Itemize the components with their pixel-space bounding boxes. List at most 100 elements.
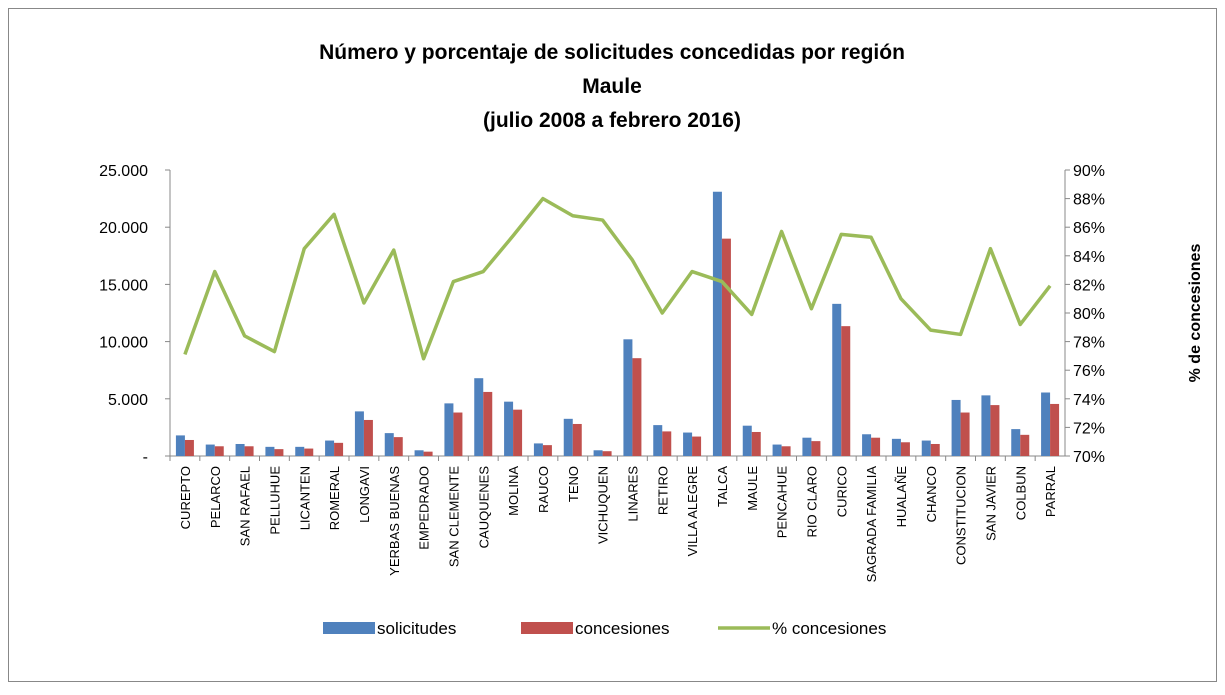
y-tick-label: 25.000 [99, 163, 148, 180]
bar [712, 191, 722, 456]
bar [683, 432, 693, 456]
x-tick-label: HUALAÑE [894, 466, 909, 528]
y-tick-label: 5.000 [108, 392, 148, 409]
bar [214, 446, 224, 456]
bar [295, 446, 305, 456]
legend-label: % concesiones [772, 619, 886, 638]
bar [921, 440, 931, 456]
x-tick-label: SAN JAVIER [983, 466, 998, 541]
bar [244, 446, 254, 456]
bar [891, 438, 901, 456]
bar [593, 450, 603, 456]
bar [444, 403, 454, 456]
bar [274, 449, 284, 456]
x-tick-label: CONSTITUCION [954, 466, 969, 565]
legend-swatch [521, 622, 573, 634]
x-tick-label: VICHUQUEN [596, 466, 611, 544]
bar [862, 434, 872, 456]
bar [175, 435, 185, 456]
bar [354, 411, 364, 456]
bar [414, 450, 424, 456]
bar [563, 418, 573, 456]
bar [184, 439, 194, 456]
bar [721, 238, 731, 456]
y-tick-label: - [143, 449, 148, 466]
bar [632, 358, 642, 456]
y2-tick-label: 88% [1073, 192, 1105, 209]
y-tick-label: 10.000 [99, 335, 148, 352]
line [183, 196, 1052, 361]
y2-tick-label: 90% [1073, 163, 1105, 180]
x-tick-label: LINARES [625, 466, 640, 522]
bar [832, 303, 842, 456]
bar [572, 423, 582, 456]
bar [623, 339, 633, 456]
x-tick-label: LONGAVI [357, 466, 372, 523]
bar [951, 399, 961, 456]
y2-axis-label: % de concesiones [1187, 244, 1204, 383]
bar [1011, 429, 1021, 456]
bar [692, 436, 702, 456]
x-tick-label: EMPEDRADO [417, 466, 432, 550]
bar [453, 412, 463, 456]
bar [423, 451, 433, 456]
bar [662, 431, 672, 456]
x-tick-label: TALCA [715, 466, 730, 507]
bar [542, 445, 552, 456]
y2-tick-label: 82% [1073, 277, 1105, 294]
bar [235, 443, 245, 456]
bar [802, 437, 812, 456]
bar [533, 443, 543, 456]
x-tick-label: RIO CLARO [804, 466, 819, 538]
x-tick-label: LICANTEN [297, 466, 312, 530]
chart-title: Maule [582, 75, 642, 98]
x-tick-label: CUREPTO [178, 466, 193, 529]
x-tick-label: SAN CLEMENTE [446, 466, 461, 567]
x-tick-label: PARRAL [1043, 466, 1058, 517]
y2-tick-label: 72% [1073, 420, 1105, 437]
y2-tick-label: 70% [1073, 449, 1105, 466]
y-tick-label: 20.000 [99, 220, 148, 237]
x-tick-label: CURICO [834, 466, 849, 517]
x-tick-label: CHANCO [924, 466, 939, 522]
bar [1041, 392, 1051, 456]
x-tick-label: PELARCO [208, 466, 223, 528]
x-tick-label: ROMERAL [327, 466, 342, 530]
bar [325, 440, 335, 456]
bar [781, 446, 791, 456]
chart-title: Número y porcentaje de solicitudes conce… [319, 41, 905, 64]
y2-tick-label: 76% [1073, 363, 1105, 380]
bar [871, 437, 881, 456]
bar [265, 446, 275, 456]
bar [841, 326, 851, 456]
bar [363, 419, 373, 456]
bar [811, 441, 821, 456]
bar [393, 437, 403, 456]
x-tick-label: VILLA ALEGRE [685, 466, 700, 557]
bar [900, 442, 910, 456]
y2-tick-label: 84% [1073, 249, 1105, 266]
legend-label: concesiones [575, 619, 670, 638]
bar [474, 378, 484, 456]
bar [930, 443, 940, 456]
bar [981, 395, 991, 456]
x-tick-label: YERBAS BUENAS [387, 466, 402, 576]
chart-title: (julio 2008 a febrero 2016) [483, 109, 741, 132]
legend-swatch [323, 622, 375, 634]
x-tick-label: SAN RAFAEL [238, 466, 253, 546]
bar [990, 405, 1000, 456]
bar [483, 391, 493, 456]
y2-tick-label: 86% [1073, 220, 1105, 237]
y2-tick-label: 78% [1073, 335, 1105, 352]
y-tick-label: 15.000 [99, 277, 148, 294]
x-tick-label: MOLINA [506, 466, 521, 516]
x-tick-label: PENCAHUE [775, 466, 790, 539]
x-tick-label: MAULE [745, 466, 760, 511]
bar [772, 444, 782, 456]
chart-frame [8, 8, 1217, 682]
bar [334, 442, 344, 456]
bar [513, 409, 523, 456]
x-tick-label: TENO [566, 466, 581, 502]
bar [504, 401, 514, 456]
